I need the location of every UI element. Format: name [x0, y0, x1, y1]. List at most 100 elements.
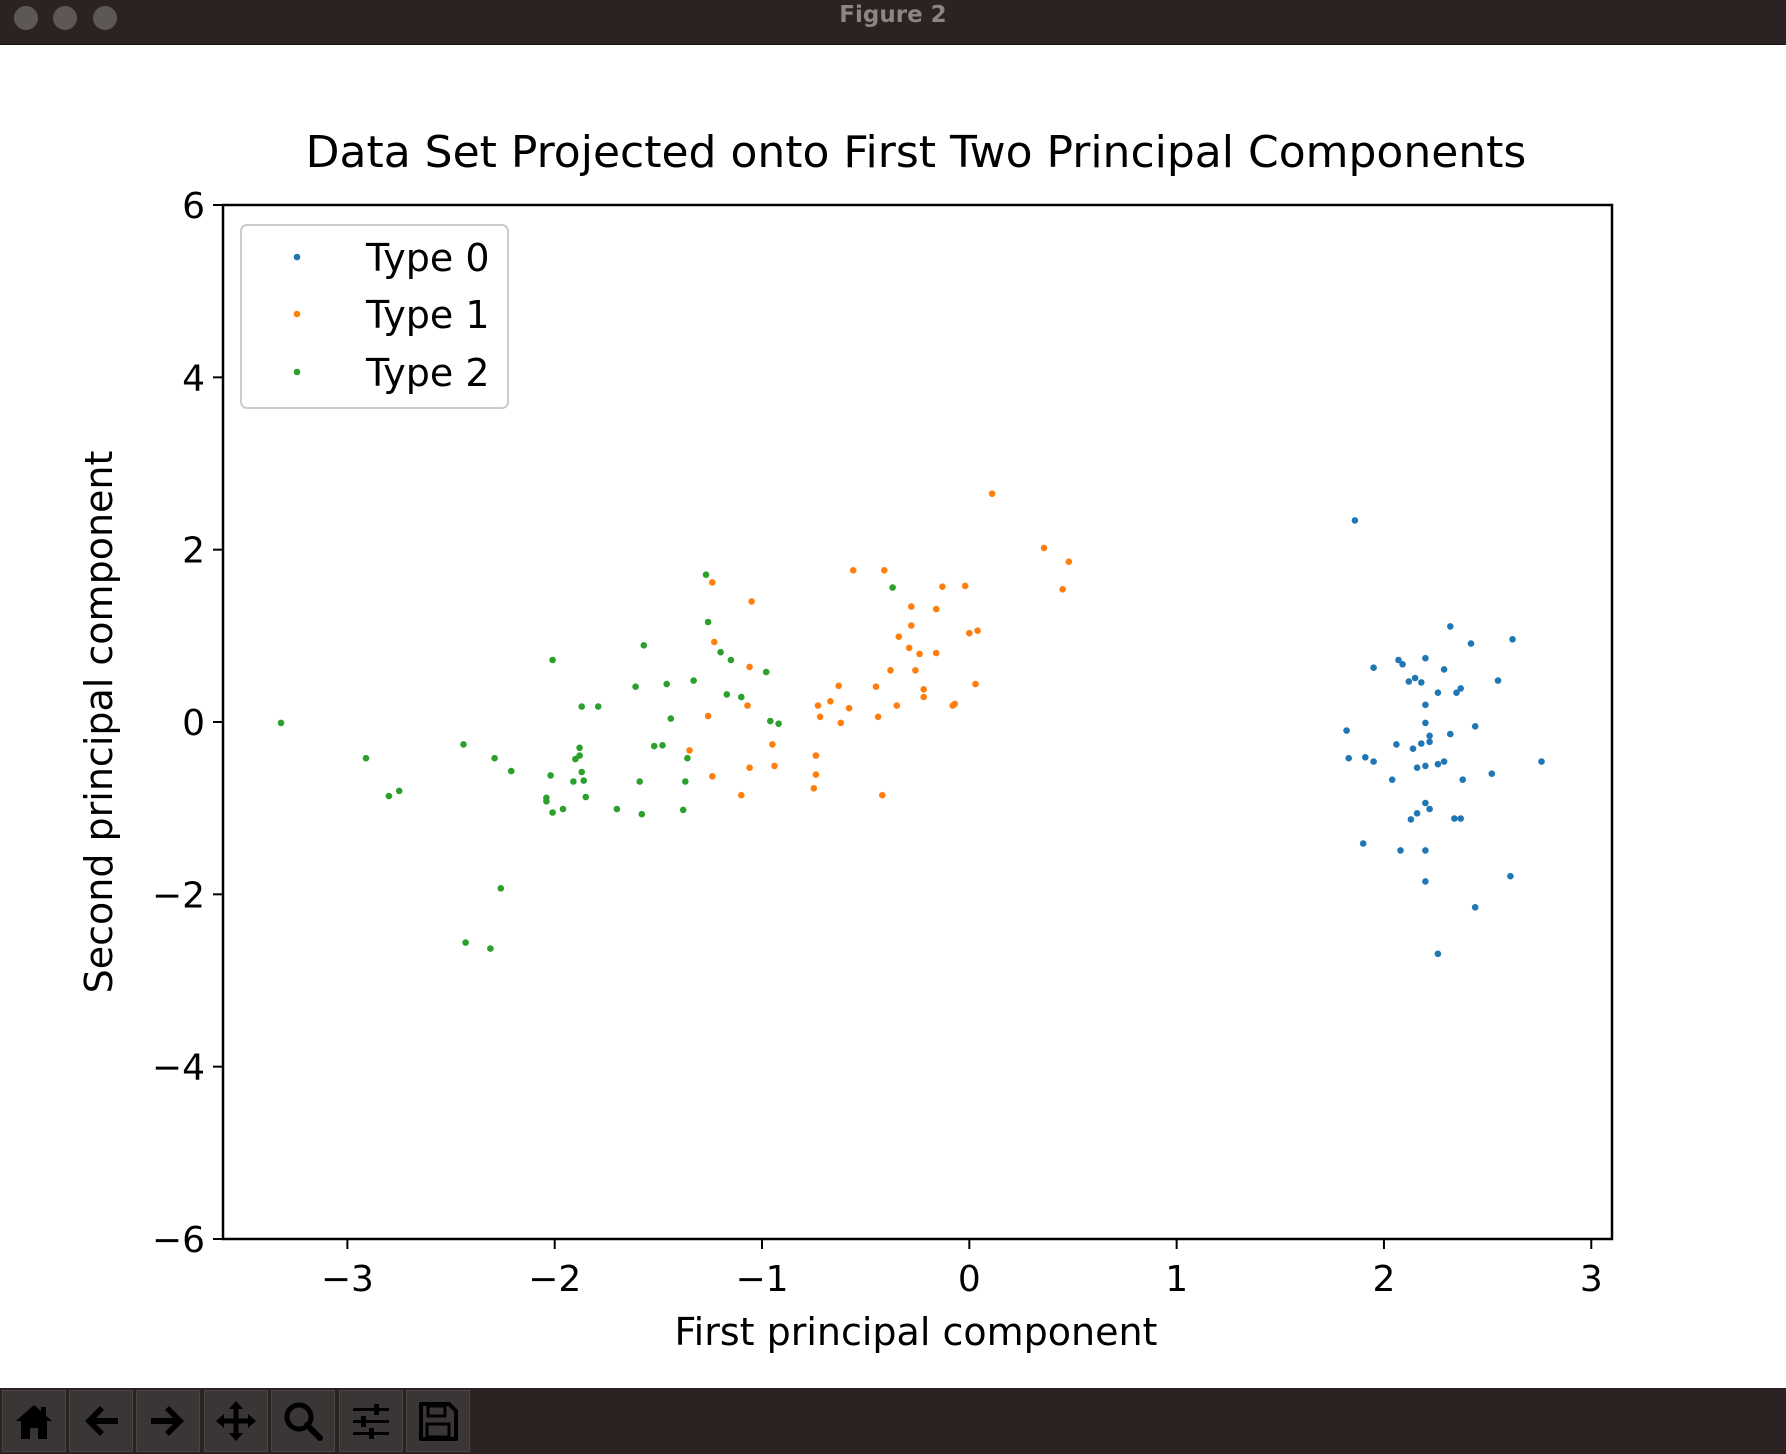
data-point-type-2	[491, 754, 498, 762]
data-point-type-0	[1345, 754, 1352, 762]
data-point-type-2	[762, 668, 770, 676]
data-point-type-0	[1440, 666, 1448, 673]
data-point-type-2	[277, 719, 285, 727]
data-point-type-1	[1059, 586, 1066, 593]
data-point-type-0	[1422, 878, 1429, 885]
data-point-type-2	[640, 642, 648, 649]
data-point-type-2	[682, 778, 689, 785]
data-point-type-1	[704, 712, 712, 720]
data-point-type-2	[497, 885, 505, 892]
y-tick-label: 6	[182, 186, 205, 227]
data-point-type-0	[1451, 815, 1458, 822]
data-point-type-1	[974, 627, 981, 634]
back-button[interactable]	[69, 1390, 133, 1452]
data-point-type-1	[895, 633, 903, 640]
data-point-type-1	[872, 683, 880, 690]
scatter-chart: Data Set Projected onto First Two Princi…	[77, 127, 1614, 1354]
move-icon	[216, 1401, 256, 1441]
data-point-type-1	[988, 490, 996, 498]
forward-button[interactable]	[136, 1390, 200, 1452]
legend-marker-type-2	[293, 368, 301, 376]
data-point-type-1	[905, 644, 913, 652]
x-tick-label: 1	[1165, 1259, 1188, 1300]
data-point-type-1	[771, 762, 778, 770]
data-point-type-1	[879, 791, 886, 799]
data-point-type-2	[650, 742, 658, 750]
data-point-type-2	[775, 720, 782, 727]
data-point-type-1	[709, 579, 716, 586]
data-point-type-1	[738, 791, 745, 799]
data-point-type-1	[961, 582, 969, 590]
data-point-type-2	[684, 754, 691, 762]
data-point-type-1	[939, 583, 946, 590]
close-window-button[interactable]	[14, 6, 38, 30]
magnifier-icon	[284, 1402, 323, 1441]
data-point-type-0	[1471, 904, 1479, 911]
legend-label-type-2: Type 2	[365, 351, 490, 395]
arrow-right-icon	[151, 1406, 184, 1436]
data-point-type-2	[636, 778, 643, 785]
data-point-type-1	[709, 773, 716, 780]
data-point-type-0	[1343, 727, 1350, 734]
data-point-type-2	[727, 656, 735, 664]
y-axis: −6 −4 −2 0 2 4 6	[152, 186, 223, 1261]
x-tick-label: −2	[528, 1259, 581, 1300]
data-point-type-0	[1426, 732, 1433, 740]
minimize-window-button[interactable]	[53, 6, 77, 30]
y-tick-label: 4	[182, 358, 205, 399]
data-point-type-1	[920, 686, 927, 693]
maximize-window-button[interactable]	[93, 6, 117, 30]
data-point-type-2	[702, 571, 710, 578]
data-point-type-2	[395, 787, 403, 795]
data-point-type-0	[1509, 636, 1516, 643]
data-point-type-0	[1422, 719, 1429, 727]
x-tick-label: 0	[958, 1259, 981, 1300]
data-point-type-0	[1362, 754, 1369, 761]
data-point-type-0	[1351, 517, 1359, 524]
data-point-type-0	[1422, 654, 1429, 662]
data-point-type-2	[717, 648, 724, 656]
x-tick-label: −1	[735, 1259, 788, 1300]
data-point-type-0	[1507, 872, 1514, 880]
legend-marker-type-0	[293, 253, 301, 261]
data-point-type-2	[594, 703, 602, 710]
home-button[interactable]	[2, 1390, 66, 1452]
data-point-type-1	[893, 702, 901, 709]
data-point-type-2	[704, 618, 712, 626]
data-point-type-0	[1459, 776, 1466, 783]
data-points	[277, 490, 1545, 958]
save-button[interactable]	[406, 1390, 470, 1452]
x-tick-label: 3	[1580, 1259, 1603, 1300]
data-point-type-0	[1422, 799, 1429, 807]
data-point-type-2	[659, 742, 666, 749]
data-point-type-0	[1457, 685, 1464, 692]
navigation-toolbar	[0, 1388, 1786, 1454]
y-tick-label: 2	[182, 531, 205, 572]
data-point-type-1	[744, 702, 751, 709]
data-point-type-0	[1399, 661, 1406, 668]
sliders-icon	[353, 1404, 389, 1439]
data-point-type-1	[835, 682, 842, 690]
data-point-type-0	[1494, 677, 1502, 684]
data-point-type-2	[663, 680, 670, 688]
data-point-type-2	[580, 777, 587, 784]
data-point-type-2	[559, 805, 567, 813]
data-point-type-2	[547, 772, 554, 779]
zoom-button[interactable]	[271, 1390, 335, 1452]
data-point-type-0	[1434, 760, 1442, 768]
configure-subplots-button[interactable]	[339, 1390, 403, 1452]
pan-button[interactable]	[204, 1390, 268, 1452]
data-point-type-2	[690, 677, 697, 684]
data-point-type-1	[748, 598, 755, 605]
data-point-type-2	[679, 806, 687, 814]
data-point-type-1	[711, 638, 718, 646]
data-point-type-2	[767, 717, 774, 725]
data-point-type-1	[827, 698, 834, 705]
legend-label-type-0: Type 0	[365, 236, 490, 280]
data-point-type-1	[686, 747, 693, 754]
data-point-type-2	[507, 767, 515, 775]
figure-canvas[interactable]: Data Set Projected onto First Two Princi…	[0, 45, 1786, 1388]
data-point-type-0	[1426, 805, 1433, 813]
data-point-type-1	[932, 649, 940, 657]
floppy-disk-icon	[419, 1402, 458, 1441]
